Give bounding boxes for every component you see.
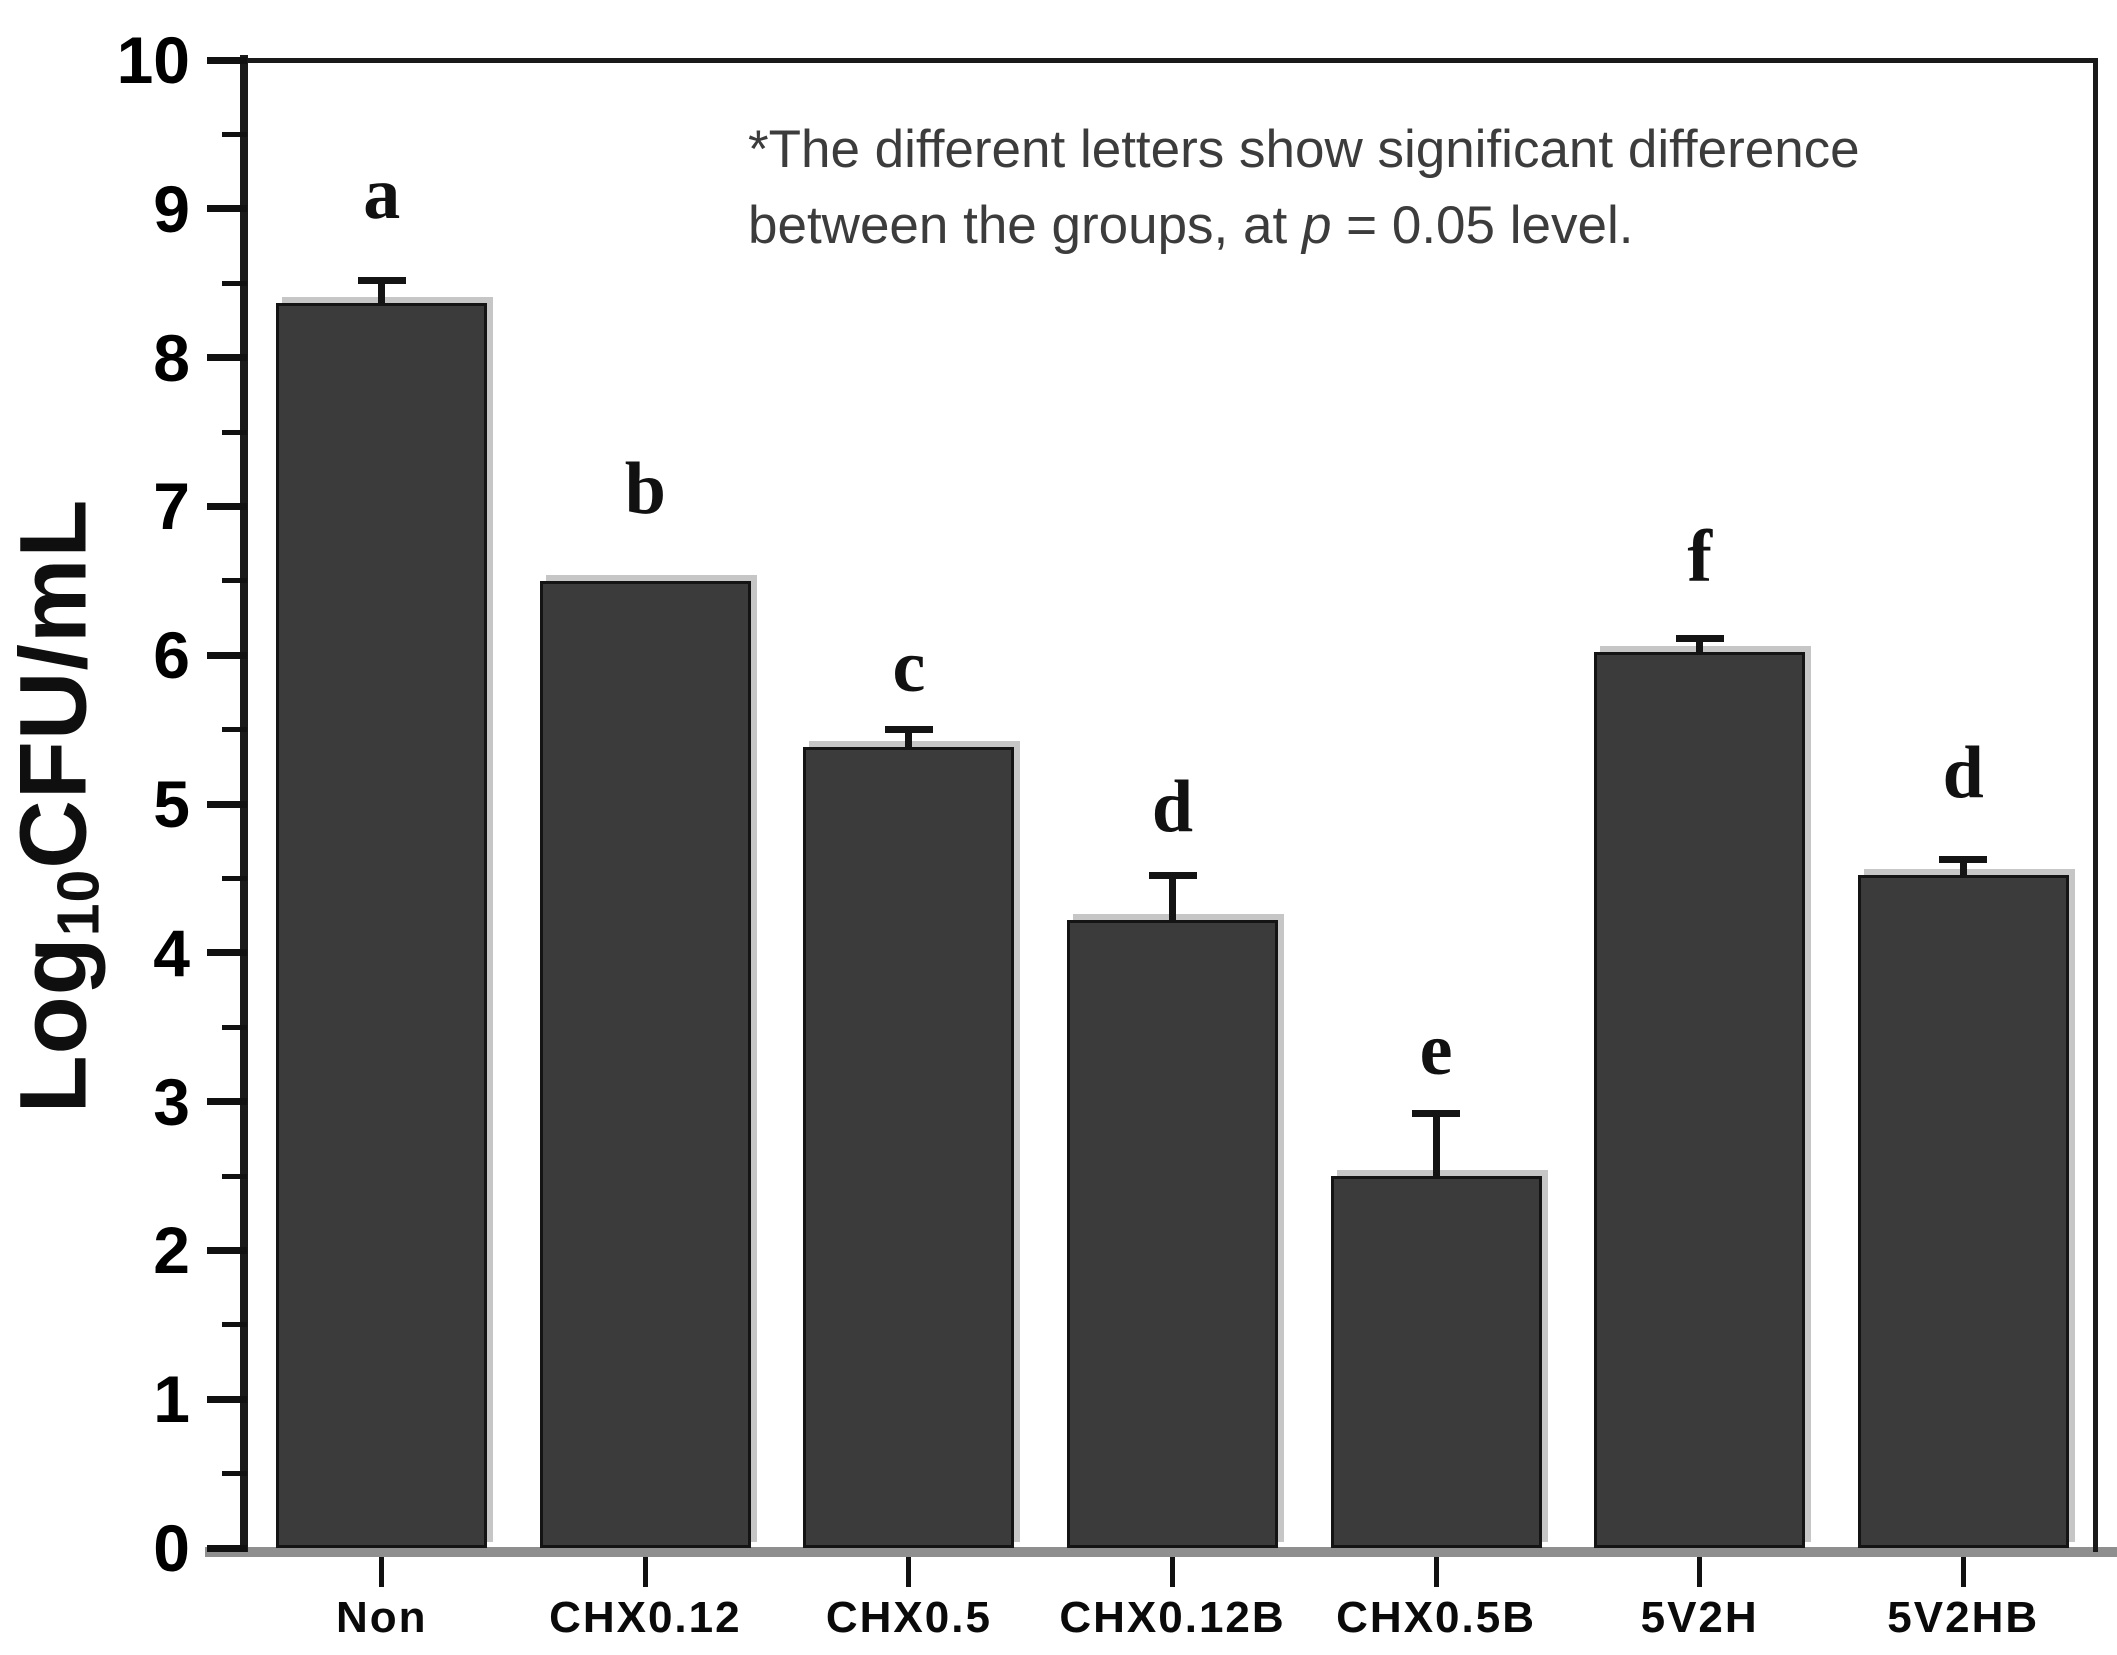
significance-note-line1: *The different letters show significant …: [748, 120, 1860, 179]
plot-right-border: [2093, 58, 2098, 1552]
y-tick-label: 7: [153, 469, 190, 544]
y-major-tick: [207, 949, 247, 957]
error-bar-Non: [378, 280, 386, 303]
y-major-tick: [207, 1544, 247, 1552]
error-bar-CHX0.5: [905, 729, 913, 748]
y-minor-tick: [222, 280, 247, 286]
y-minor-tick: [222, 1173, 247, 1179]
y-major-tick: [207, 354, 247, 362]
error-cap-5V2H: [1675, 635, 1724, 643]
error-cap-Non: [357, 276, 406, 284]
y-major-tick: [207, 56, 247, 64]
x-label-CHX0.12: CHX0.12: [549, 1593, 742, 1642]
significance-letter-Non: a: [363, 152, 401, 235]
x-tick-5V2H: [1697, 1557, 1703, 1587]
error-bar-CHX0.5B: [1432, 1113, 1440, 1176]
y-major-tick: [207, 1098, 247, 1106]
y-major-tick: [207, 651, 247, 659]
x-tick-5V2HB: [1960, 1557, 1966, 1587]
plot-top-border: [240, 58, 2098, 63]
significance-note-line2-post: = 0.05 level.: [1331, 196, 1634, 255]
x-label-Non: Non: [336, 1593, 428, 1642]
significance-letter-5V2HB: d: [1942, 731, 1984, 814]
x-axis-baseline: [205, 1547, 2117, 1557]
x-label-CHX0.5B: CHX0.5B: [1336, 1593, 1536, 1642]
bar-5V2H: [1594, 652, 1806, 1548]
y-major-tick: [207, 1246, 247, 1254]
y-tick-label: 4: [153, 915, 190, 990]
significance-letter-CHX0.5: c: [892, 626, 926, 709]
y-minor-tick: [222, 578, 247, 584]
x-tick-CHX0.12: [642, 1557, 648, 1587]
error-bar-5V2H: [1696, 638, 1704, 653]
error-bar-5V2HB: [1959, 859, 1967, 876]
y-tick-label: 10: [116, 23, 190, 97]
bar-CHX0.12: [539, 580, 751, 1548]
y-minor-tick: [222, 727, 247, 733]
significance-letter-5V2H: f: [1687, 515, 1712, 598]
y-tick-label: 3: [153, 1064, 190, 1139]
error-cap-CHX0.5: [884, 726, 933, 734]
y-minor-tick: [222, 429, 247, 435]
y-major-tick: [207, 1395, 247, 1403]
x-label-CHX0.12B: CHX0.12B: [1059, 1593, 1286, 1642]
y-major-tick: [207, 800, 247, 808]
significance-letter-CHX0.5B: e: [1419, 1008, 1453, 1091]
y-tick-label: 0: [153, 1511, 190, 1585]
x-tick-Non: [379, 1557, 385, 1587]
error-bar-CHX0.12B: [1169, 875, 1176, 921]
bar-Non: [276, 302, 488, 1548]
bar-CHX0.12B: [1067, 920, 1278, 1548]
bar-CHX0.5B: [1330, 1176, 1542, 1548]
bar-5V2HB: [1857, 875, 2069, 1548]
x-tick-CHX0.5B: [1433, 1557, 1439, 1587]
x-label-5V2HB: 5V2HB: [1887, 1593, 2040, 1642]
significance-note-line2: between the groups, at p = 0.05 level.: [748, 188, 2108, 264]
x-tick-CHX0.5: [906, 1557, 912, 1587]
error-cap-5V2HB: [1939, 855, 1988, 863]
y-tick-label: 5: [153, 767, 190, 841]
x-label-CHX0.5: CHX0.5: [825, 1593, 992, 1642]
significance-letter-CHX0.12B: d: [1151, 765, 1194, 848]
y-tick-label: 8: [153, 320, 190, 395]
y-major-tick: [207, 205, 247, 213]
y-minor-tick: [222, 1024, 247, 1030]
error-cap-CHX0.12B: [1148, 871, 1197, 879]
y-tick-label: 9: [153, 171, 190, 246]
y-tick-label: 1: [153, 1362, 190, 1437]
y-tick-label: 2: [153, 1213, 190, 1288]
significance-note: *The different letters show significant …: [748, 112, 2108, 264]
significance-note-line2-pre: between the groups, at: [748, 196, 1302, 255]
y-minor-tick: [222, 1322, 247, 1328]
y-minor-tick: [222, 131, 247, 137]
y-minor-tick: [222, 1471, 247, 1477]
y-tick-label: 6: [153, 618, 190, 693]
significance-note-p-italic: p: [1301, 196, 1332, 255]
x-label-5V2H: 5V2H: [1640, 1593, 1759, 1642]
x-tick-CHX0.12B: [1170, 1557, 1175, 1587]
y-major-tick: [207, 502, 247, 510]
error-cap-CHX0.5B: [1412, 1110, 1461, 1117]
y-minor-tick: [222, 875, 247, 881]
bar-CHX0.5: [803, 747, 1015, 1548]
significance-letter-CHX0.12: b: [624, 447, 666, 530]
